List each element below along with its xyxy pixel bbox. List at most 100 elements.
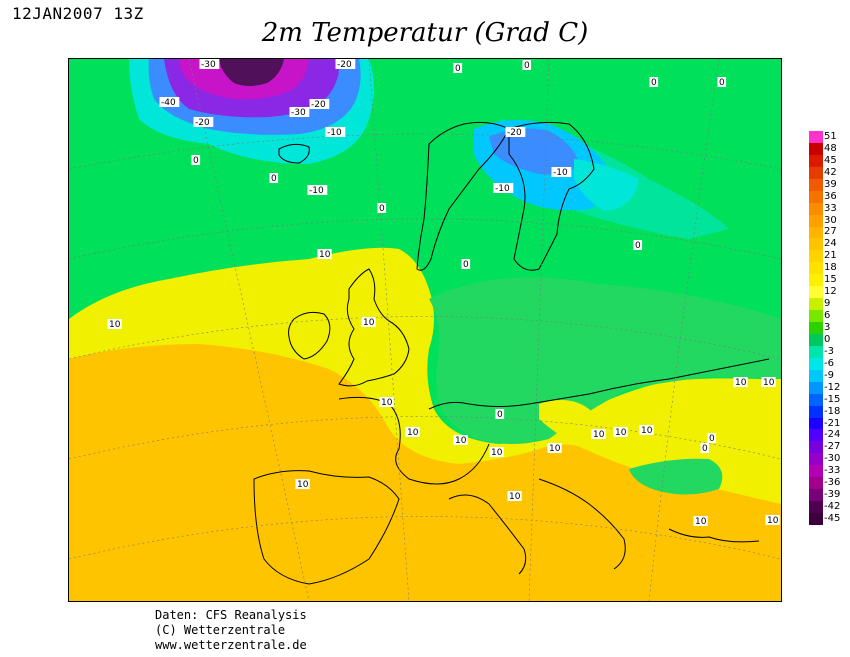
warm-sector-orange: [69, 344, 781, 601]
colorbar-swatch: [809, 214, 823, 227]
contour-label: 10: [319, 250, 331, 260]
temperature-map: -30 -20 -40 -30 -20 -20 -10 0 0 0 0 -20 0 0 -10 -10 -10 0…: [68, 58, 782, 602]
contour-label: -10: [553, 168, 568, 178]
colorbar-swatch: [809, 190, 823, 204]
colorbar-label: 9: [824, 298, 831, 310]
colorbar-label: -3: [824, 345, 834, 357]
colorbar-label: -6: [824, 357, 834, 369]
colorbar-swatch: [809, 333, 823, 347]
contour-label: 0: [497, 410, 503, 420]
contour-label-bg: [193, 117, 214, 127]
contour-label-bg: [717, 77, 727, 87]
balkan-warm: [539, 394, 781, 481]
contour-label: 10: [297, 480, 309, 490]
credits: Daten: CFS Reanalysis (C) Wetterzentrale…: [155, 608, 307, 653]
colorbar-label: -45: [824, 513, 841, 525]
colorbar-swatch: [809, 345, 823, 359]
contour-label-bg: [405, 427, 420, 437]
contour-label-bg: [649, 77, 659, 87]
contour-label: 0: [463, 260, 469, 270]
contour-label-bg: [495, 409, 505, 419]
colorbar-swatch: [809, 477, 823, 490]
contour-label: 10: [641, 426, 653, 436]
colorbar-swatch: [809, 274, 823, 287]
contour-label-bg: [693, 516, 708, 526]
contour-label-bg: [377, 203, 387, 213]
colorbar-label: -33: [824, 465, 841, 477]
contour-label-bg: [461, 259, 471, 269]
contour-label-bg: [765, 515, 780, 525]
colorbar-label: -12: [824, 381, 841, 393]
contour-label: 0: [635, 241, 641, 251]
coastlines: [253, 121, 770, 585]
contour-label: 10: [763, 378, 775, 388]
colorbar-label: 27: [824, 226, 837, 238]
colorbar-label: -36: [824, 477, 841, 489]
contour-label: -20: [195, 118, 210, 128]
colorbar-label: 39: [824, 178, 837, 190]
contour-label-bg: [547, 443, 562, 453]
contour-label-bg: [191, 155, 201, 165]
colorbar-swatch: [809, 166, 823, 180]
contour-label: 10: [593, 430, 605, 440]
contour-label-bg: [361, 317, 376, 327]
contour-label: -10: [327, 128, 342, 138]
colorbar-label: -42: [824, 501, 841, 513]
colorbar-swatch: [809, 489, 823, 502]
colorbar-label: 48: [824, 142, 837, 154]
contour-label-bg: [307, 185, 328, 195]
colorbar-swatch: [809, 178, 823, 192]
contour-label: 10: [549, 444, 561, 454]
contour-label: -40: [161, 98, 176, 108]
colorbar-swatch: [809, 441, 823, 454]
colorbar-swatch: [809, 202, 823, 216]
colorbar-swatch: [809, 393, 823, 407]
credit-data-source: Daten: CFS Reanalysis: [155, 608, 307, 622]
contour-label-bg: [489, 447, 504, 457]
colorbar-label: 12: [824, 286, 837, 298]
credit-website: www.wetterzentrale.de: [155, 638, 307, 652]
colorbar-label: -30: [824, 453, 841, 465]
colorbar-swatch: [809, 131, 823, 144]
scandi-blue: [489, 128, 579, 175]
contour-label: 10: [615, 428, 627, 438]
colorbar-swatch: [809, 501, 823, 514]
colorbar-swatch: [809, 226, 823, 239]
contour-label: 0: [719, 78, 725, 88]
contour-label: 10: [695, 517, 707, 527]
colorbar-swatch: [809, 381, 823, 395]
contour-label: -30: [201, 60, 216, 70]
colorbar-swatch: [809, 154, 823, 168]
colorbar-label: 21: [824, 250, 837, 262]
colorbar-label: 3: [824, 322, 831, 333]
contour-label-bg: [522, 60, 532, 70]
colorbar-swatch: [809, 417, 823, 430]
contour-label: 0: [271, 174, 277, 184]
contour-label: 10: [407, 428, 419, 438]
contour-label: 10: [735, 378, 747, 388]
contour-label-bg: [700, 443, 710, 453]
contour-label-bg: [269, 173, 279, 183]
contour-label: 0: [379, 204, 385, 214]
contour-label-bg: [591, 429, 606, 439]
graticule: [69, 59, 781, 601]
colorbar-label: -24: [824, 429, 841, 441]
contour-label-bg: [707, 433, 717, 443]
colorbar-label: -21: [824, 417, 841, 429]
colorbar-label: -9: [824, 369, 834, 381]
contour-label-bg: [325, 127, 346, 137]
contour-label: 10: [363, 318, 375, 328]
contour-label-bg: [639, 425, 654, 435]
colorbar-swatch: [809, 429, 823, 442]
contour-label-bg: [761, 377, 776, 387]
colorbar-swatch: [809, 298, 823, 311]
colorbar-swatch: [809, 262, 823, 275]
contour-label-bg: [507, 491, 522, 501]
colorbar-swatch: [809, 369, 823, 383]
colorbar-swatch: [809, 453, 823, 466]
contour-label: 0: [709, 434, 715, 444]
colorbar-swatch: [809, 310, 823, 323]
colorbar-swatch: [809, 142, 823, 156]
contour-label-bg: [505, 127, 526, 137]
colorbar-label: -27: [824, 441, 841, 453]
